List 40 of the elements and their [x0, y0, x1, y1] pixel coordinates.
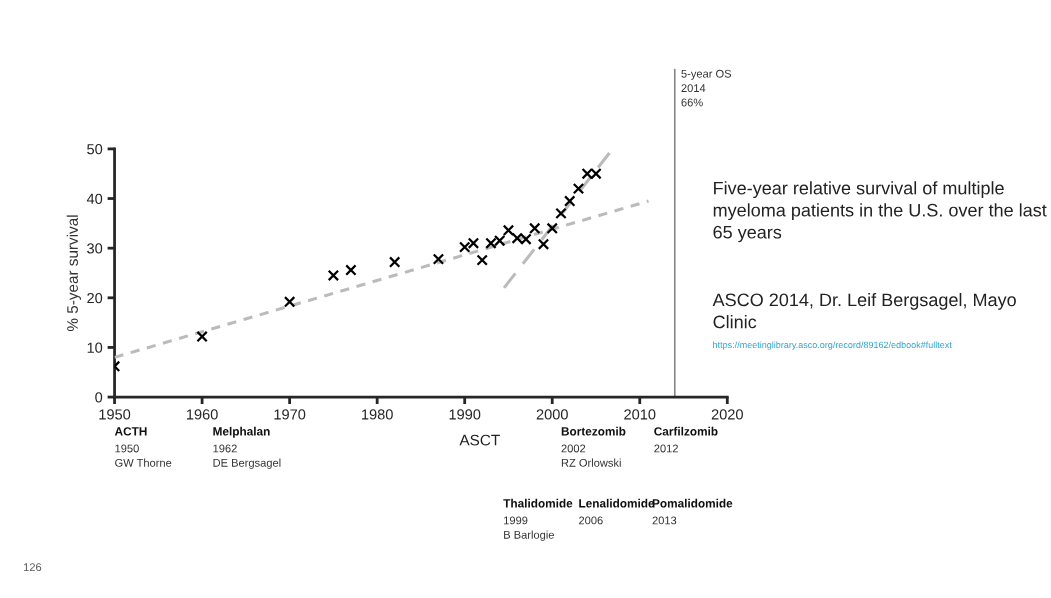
x-tick-label: 1960	[186, 409, 218, 420]
y-tick-label: 40	[86, 193, 103, 204]
annotation: https://meetinglibrary.asco.org/record/89162/edbook#fulltext	[713, 341, 952, 350]
x-tick-label: 1980	[362, 409, 393, 420]
point	[196, 330, 208, 343]
y-tick-label: 50	[87, 144, 103, 155]
text: ASCT	[459, 434, 500, 446]
point	[537, 238, 550, 250]
y-tick-label: 10	[87, 342, 103, 353]
text: ACTH 1950 GW Thorne	[114, 427, 172, 467]
point	[476, 254, 488, 266]
point	[283, 296, 296, 308]
text: Melphalan 1962 DE Bergsagel	[213, 426, 281, 469]
text: Carfilzomib 2012	[654, 426, 718, 453]
x-tick-label: 1990	[449, 409, 481, 420]
text: Thalidomide 1999 B Barlogie	[503, 498, 573, 541]
point	[528, 222, 541, 235]
point	[345, 264, 357, 276]
point	[432, 253, 445, 265]
point	[555, 207, 567, 220]
x-tick-label: 1950	[99, 409, 131, 420]
x-tick-label: 2000	[536, 409, 568, 420]
y-tick-label: 30	[87, 243, 103, 254]
point	[563, 195, 576, 207]
x-tick-label: 2020	[711, 409, 743, 420]
text: Bortezomib 2002 RZ Orlowski	[561, 426, 626, 467]
point	[327, 269, 340, 282]
annotation: ASCO 2014, Dr. Leif Bergsagel, Mayo Clinic	[712, 292, 1016, 329]
point	[546, 222, 558, 235]
text: 126	[23, 563, 42, 572]
y-tick-label: 20	[87, 292, 103, 304]
y-axis-title: % 5-year survival	[66, 215, 81, 332]
point	[572, 182, 585, 195]
x-tick-label: 1970	[274, 409, 306, 420]
point	[388, 256, 401, 268]
ref-line-label: 5-year OS 2014 66%	[681, 69, 732, 107]
annotation: Five-year relative survival of multiple myeloma patients in the U.S. over the last 65 years	[713, 181, 1047, 243]
x-tick-label: 2010	[624, 409, 656, 420]
y-tick-label: 0	[95, 392, 103, 403]
point	[502, 224, 515, 237]
